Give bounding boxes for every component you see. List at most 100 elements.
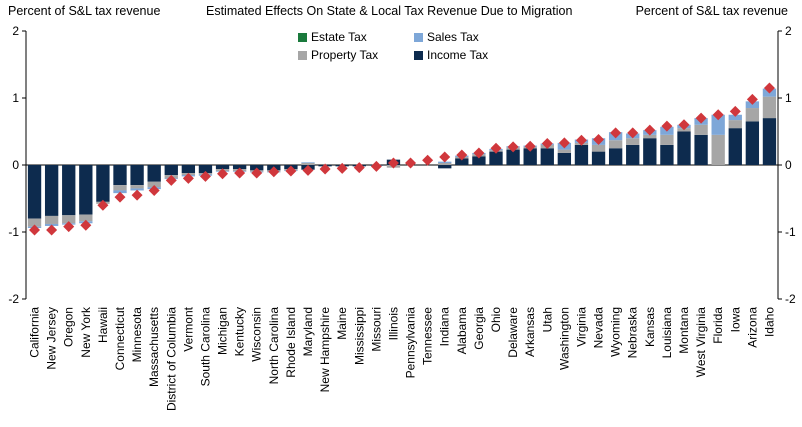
legend-item-property-tax: Property Tax	[298, 48, 378, 62]
total-marker	[268, 166, 280, 178]
x-tick-label: Pennsylvania	[404, 307, 418, 379]
legend-item-sales-tax: Sales Tax	[414, 30, 479, 44]
x-tick-label: Connecticut	[113, 306, 127, 370]
bar-property-tax	[557, 149, 572, 153]
y-tick-label-left: -1	[8, 225, 19, 239]
bar-income-tax	[694, 134, 708, 165]
legend-label: Sales Tax	[427, 30, 479, 44]
legend-item-estate-tax: Estate Tax	[298, 30, 367, 44]
total-marker	[29, 224, 41, 236]
bar-property-tax	[79, 214, 93, 222]
bar-property-tax	[62, 215, 76, 224]
x-tick-label: Virginia	[574, 307, 588, 347]
bar-property-tax	[626, 138, 640, 145]
total-marker	[422, 154, 434, 166]
total-marker	[644, 124, 656, 136]
x-tick-label: Wyoming	[609, 307, 623, 357]
total-marker	[541, 138, 553, 150]
bar-income-tax	[62, 165, 76, 216]
x-tick-label: South Carolina	[198, 307, 212, 387]
total-marker	[610, 127, 622, 139]
bar-income-tax	[626, 144, 640, 165]
total-marker	[114, 191, 126, 203]
x-tick-label: Tennessee	[421, 307, 435, 365]
y-tick-label-right: 0	[785, 158, 792, 172]
total-marker	[302, 164, 314, 176]
bar-income-tax	[540, 148, 554, 165]
total-marker	[661, 120, 673, 132]
bar-income-tax	[523, 148, 537, 165]
bar-income-tax	[44, 165, 59, 216]
total-marker	[678, 119, 690, 131]
legend-swatch	[298, 50, 307, 60]
x-tick-label: Kansas	[643, 307, 657, 347]
total-marker	[63, 221, 75, 233]
x-tick-label: Vermont	[181, 306, 195, 351]
y-tick-label-left: -2	[8, 292, 19, 306]
y-tick-label-left: 0	[12, 158, 19, 172]
bar-property-tax	[301, 162, 315, 165]
x-tick-label: Nevada	[592, 307, 606, 349]
bar-property-tax	[643, 134, 657, 139]
bar-income-tax	[198, 165, 213, 174]
total-marker	[473, 147, 485, 159]
bar-income-tax	[181, 165, 196, 174]
bar-income-tax	[27, 165, 42, 219]
total-marker	[131, 189, 143, 201]
total-marker	[575, 134, 587, 146]
x-tick-label: Arizona	[745, 307, 759, 348]
x-tick-label: Oregon	[62, 307, 76, 347]
bar-income-tax	[232, 165, 247, 170]
total-marker	[507, 141, 519, 153]
bar-income-tax	[660, 144, 674, 165]
x-tick-label: North Carolina	[267, 307, 281, 385]
x-tick-label: Montana	[677, 307, 691, 354]
x-tick-label: Maryland	[301, 307, 315, 356]
y-tick-label-right: 2	[785, 24, 792, 38]
bar-sales-tax	[130, 188, 144, 191]
bar-income-tax	[677, 131, 691, 165]
total-marker	[593, 134, 605, 146]
total-marker	[746, 93, 758, 105]
x-tick-label: Indiana	[438, 307, 452, 347]
x-tick-label: Mississippi	[352, 307, 366, 365]
bar-income-tax	[728, 128, 742, 165]
total-marker	[80, 219, 92, 231]
y-tick-label-left: 1	[12, 91, 19, 105]
total-marker	[234, 167, 246, 179]
total-marker	[695, 112, 707, 124]
legend-label: Estate Tax	[311, 30, 367, 44]
y-tick-label-left: 2	[12, 24, 19, 38]
x-tick-label: Minnesota	[130, 307, 144, 363]
total-marker	[763, 82, 775, 94]
left-axis-label: Percent of S&L tax revenue	[8, 4, 161, 18]
total-marker	[524, 140, 536, 152]
x-tick-label: New Jersey	[45, 307, 59, 370]
bar-property-tax	[694, 124, 708, 135]
x-tick-label: Idaho	[762, 307, 776, 337]
bar-sales-tax	[728, 114, 742, 121]
x-tick-label: Florida	[711, 307, 725, 344]
x-tick-label: Louisiana	[660, 307, 674, 359]
total-marker	[353, 162, 365, 174]
bar-income-tax	[489, 151, 503, 165]
bar-income-tax	[164, 165, 178, 176]
x-tick-label: Iowa	[728, 307, 742, 333]
bar-income-tax	[438, 165, 452, 169]
bar-income-tax	[455, 158, 469, 165]
total-marker	[490, 142, 502, 154]
bar-property-tax	[608, 140, 623, 149]
total-marker	[46, 224, 58, 236]
bar-income-tax	[762, 118, 777, 165]
legend-label: Property Tax	[311, 48, 379, 62]
x-tick-label: Michigan	[216, 307, 230, 355]
bar-property-tax	[438, 162, 452, 165]
bar-income-tax	[506, 149, 520, 165]
x-tick-label: California	[28, 307, 42, 358]
bar-income-tax	[113, 165, 127, 186]
total-marker	[217, 168, 229, 180]
x-tick-label: Illinois	[386, 307, 400, 340]
bar-income-tax	[557, 152, 572, 165]
total-marker	[558, 137, 570, 149]
bar-income-tax	[215, 165, 230, 170]
